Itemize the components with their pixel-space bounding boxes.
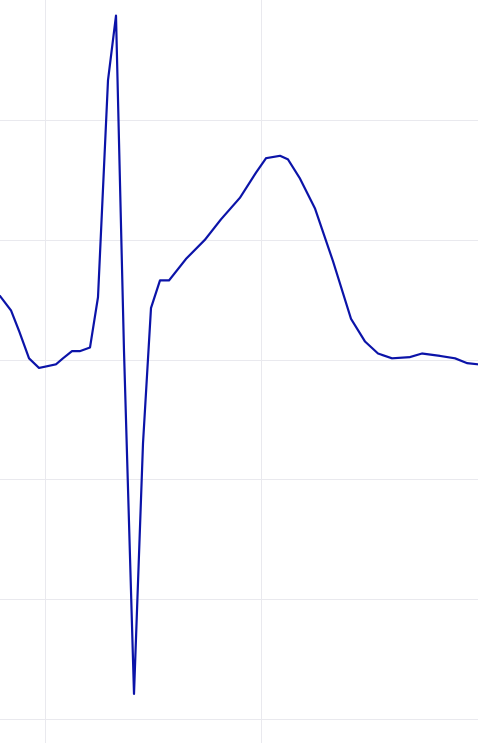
series-layer <box>0 16 478 694</box>
ecg-series-line <box>0 16 478 694</box>
